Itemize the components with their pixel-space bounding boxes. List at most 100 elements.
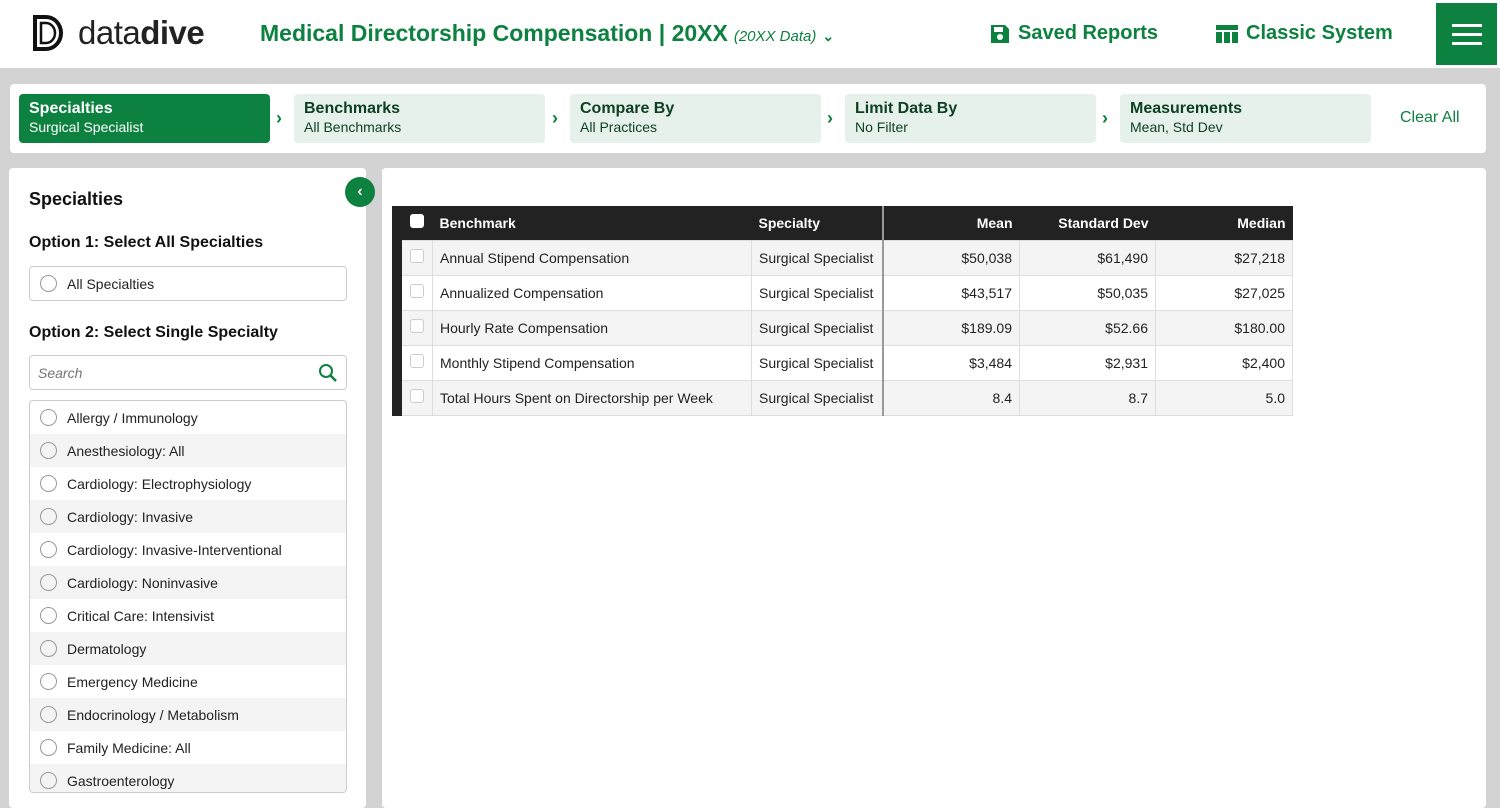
header: datadive Medical Directorship Compensati… [0, 0, 1500, 68]
chevron-right-icon: › [1102, 108, 1108, 128]
col-standard-dev[interactable]: Standard Dev [1019, 206, 1156, 240]
specialty-cell: Surgical Specialist [751, 274, 883, 311]
benchmark-cell: Hourly Rate Compensation [432, 309, 752, 346]
radio-icon [40, 607, 57, 624]
table-row[interactable]: Total Hours Spent on Directorship per We… [396, 379, 1293, 416]
step-title: Measurements [1130, 100, 1243, 117]
standard-dev-cell: $2,931 [1019, 344, 1156, 381]
table-row[interactable]: Annualized Compensation Surgical Speciali… [396, 274, 1293, 311]
step-title: Limit Data By [855, 100, 958, 117]
radio-icon [40, 673, 57, 690]
step-benchmarks[interactable]: Benchmarks All Benchmarks [294, 94, 545, 143]
median-cell: $27,218 [1155, 239, 1293, 276]
row-checkbox[interactable] [396, 379, 433, 416]
list-item[interactable]: Cardiology: Invasive [30, 500, 346, 533]
radio-icon [40, 275, 57, 292]
list-item[interactable]: Cardiology: Invasive-Interventional [30, 533, 346, 566]
list-item[interactable]: Allergy / Immunology [30, 401, 346, 434]
radio-icon [40, 541, 57, 558]
step-value: Surgical Specialist [29, 119, 144, 135]
col-median[interactable]: Median [1155, 206, 1293, 240]
search-box [29, 355, 347, 390]
item-label: Cardiology: Electrophysiology [67, 475, 252, 492]
step-value: Mean, Std Dev [1130, 119, 1223, 135]
title-text: Medical Directorship Compensation | 20XX [260, 20, 728, 46]
datadive-logo-icon [33, 15, 63, 51]
list-item[interactable]: Emergency Medicine [30, 665, 346, 698]
list-item[interactable]: Gastroenterology [30, 764, 346, 792]
list-item[interactable]: Critical Care: Intensivist [30, 599, 346, 632]
classic-system-link[interactable]: Classic System [1216, 22, 1393, 45]
specialty-sidebar: Specialties Option 1: Select All Special… [9, 168, 366, 808]
list-item[interactable]: Dermatology [30, 632, 346, 665]
median-cell: 5.0 [1155, 379, 1293, 416]
list-item[interactable]: Cardiology: Noninvasive [30, 566, 346, 599]
median-cell: $2,400 [1155, 344, 1293, 381]
radio-icon [40, 706, 57, 723]
mean-cell: $43,517 [881, 274, 1020, 311]
list-item[interactable]: Anesthesiology: All [30, 434, 346, 467]
saved-reports-link[interactable]: Saved Reports [990, 22, 1158, 45]
step-title: Specialties [29, 100, 113, 117]
step-limit-data-by[interactable]: Limit Data By No Filter [845, 94, 1096, 143]
radio-icon [40, 574, 57, 591]
benchmark-cell: Annual Stipend Compensation [432, 239, 752, 276]
standard-dev-cell: $50,035 [1019, 274, 1156, 311]
select-all-checkbox[interactable] [397, 206, 433, 240]
row-checkbox[interactable] [396, 344, 433, 381]
hamburger-menu-button[interactable] [1436, 3, 1497, 65]
list-item[interactable]: Endocrinology / Metabolism [30, 698, 346, 731]
step-measurements[interactable]: Measurements Mean, Std Dev [1120, 94, 1371, 143]
list-item[interactable]: Cardiology: Electrophysiology [30, 467, 346, 500]
col-benchmark[interactable]: Benchmark [432, 206, 752, 240]
table-icon [1216, 24, 1238, 43]
table-header: Benchmark Specialty Mean Standard Dev Me… [397, 206, 1293, 240]
benchmark-cell: Total Hours Spent on Directorship per We… [432, 379, 752, 416]
filter-steps: Specialties Surgical Specialist › Benchma… [10, 84, 1486, 153]
results-table: Benchmark Specialty Mean Standard Dev Me… [392, 206, 1293, 416]
table-row[interactable]: Annual Stipend Compensation Surgical Spec… [396, 239, 1293, 276]
row-checkbox[interactable] [396, 239, 433, 276]
item-label: Dermatology [67, 640, 147, 657]
all-specialties-label: All Specialties [67, 275, 155, 292]
step-compare-by[interactable]: Compare By All Practices [570, 94, 821, 143]
standard-dev-cell: $61,490 [1019, 239, 1156, 276]
chevron-right-icon: › [827, 108, 833, 128]
item-label: Cardiology: Noninvasive [67, 574, 218, 591]
row-checkbox[interactable] [396, 274, 433, 311]
report-title[interactable]: Medical Directorship Compensation | 20XX… [260, 20, 834, 47]
standard-dev-cell: $52.66 [1019, 309, 1156, 346]
all-specialties-radio[interactable]: All Specialties [29, 266, 347, 301]
step-value: All Practices [580, 119, 658, 135]
logo-text: datadive [78, 14, 205, 51]
table-row[interactable]: Hourly Rate Compensation Surgical Special… [396, 309, 1293, 346]
radio-icon [40, 739, 57, 756]
specialty-cell: Surgical Specialist [751, 344, 883, 381]
item-label: Gastroenterology [67, 772, 175, 789]
data-year: (20XX Data) [733, 28, 817, 45]
chevron-right-icon: › [552, 108, 558, 128]
table-row[interactable]: Monthly Stipend Compensation Surgical Spe… [396, 344, 1293, 381]
benchmark-cell: Monthly Stipend Compensation [432, 344, 752, 381]
radio-icon [40, 409, 57, 426]
mean-cell: $50,038 [881, 239, 1020, 276]
results-panel: Benchmark Specialty Mean Standard Dev Me… [382, 168, 1486, 808]
step-specialties[interactable]: Specialties Surgical Specialist [19, 94, 270, 143]
row-checkbox[interactable] [396, 309, 433, 346]
step-title: Benchmarks [304, 100, 401, 117]
list-item[interactable]: Family Medicine: All [30, 731, 346, 764]
search-icon[interactable] [318, 363, 338, 383]
search-input[interactable] [38, 364, 318, 381]
benchmark-cell: Annualized Compensation [432, 274, 752, 311]
item-label: Allergy / Immunology [67, 409, 198, 426]
collapse-sidebar-button[interactable]: ‹ [345, 177, 375, 207]
save-icon [991, 24, 1009, 43]
classic-system-label: Classic System [1246, 22, 1393, 44]
mean-cell: $189.09 [881, 309, 1020, 346]
clear-all-button[interactable]: Clear All [1400, 109, 1460, 126]
col-specialty[interactable]: Specialty [751, 206, 883, 240]
col-mean[interactable]: Mean [881, 206, 1020, 240]
logo[interactable]: datadive [32, 14, 205, 52]
specialty-cell: Surgical Specialist [751, 309, 883, 346]
radio-icon [40, 508, 57, 525]
